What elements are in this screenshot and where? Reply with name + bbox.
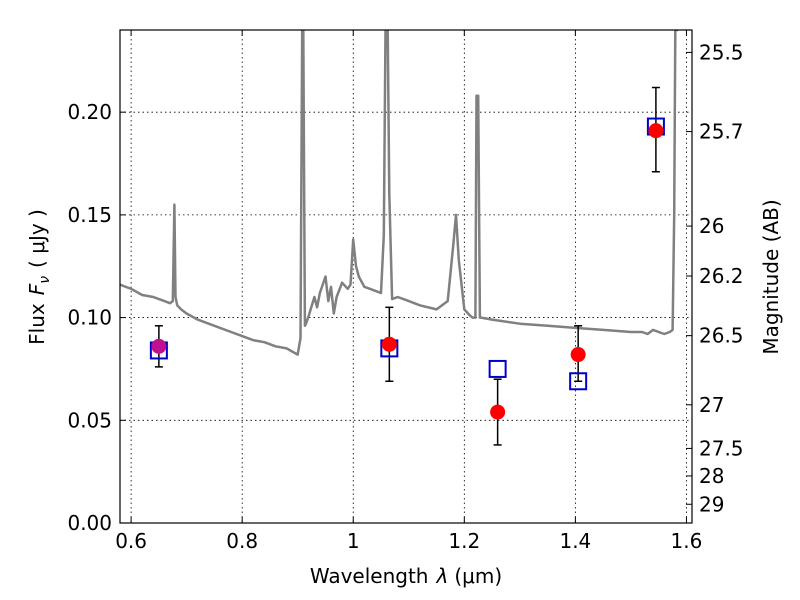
magnitude-tick-label: 25.7: [699, 120, 744, 144]
magnitude-tick-label: 26.2: [699, 264, 744, 288]
observed-points-layer: [151, 123, 664, 420]
observed-point: [570, 347, 586, 363]
y-tick-label: 0.15: [67, 203, 112, 227]
y-tick-label: 0.05: [67, 408, 112, 432]
x-tick-labels: 0.6 0.8 1 1.2 1.4 1.6: [115, 529, 702, 553]
magnitude-tick-label: 27: [699, 393, 724, 417]
observed-point: [648, 123, 664, 139]
model-spectrum-layer: [120, 30, 679, 356]
x-tick-label: 1.4: [559, 529, 591, 553]
y-tick-label: 0.20: [67, 100, 112, 124]
magnitude-tick-label: 26: [699, 214, 724, 238]
observed-point: [151, 338, 167, 354]
x-tick-label: 1: [347, 529, 360, 553]
x-tick-label: 1.2: [448, 529, 480, 553]
y2-axis-label: Magnitude (AB): [759, 199, 783, 354]
magnitude-tick-label: 27.5: [699, 436, 744, 460]
model-spectrum-line: [120, 30, 679, 356]
error-bars-layer: [154, 86, 660, 446]
magnitude-tick-label: 28: [699, 464, 724, 488]
magnitude-tick-labels: 25.5 25.7 26 26.2 26.5 27 27.5 28 29: [699, 40, 744, 516]
x-tick-label: 0.6: [115, 529, 147, 553]
x-axis-label: Wavelength λ (μm): [310, 564, 502, 588]
axis-ticks: [120, 30, 692, 524]
grid-lines: [120, 30, 692, 524]
model-photometry-square: [569, 372, 588, 391]
plot-frame: [119, 29, 693, 524]
magnitude-tick-label: 29: [699, 492, 724, 516]
y-tick-labels: 0.00 0.05 0.10 0.15 0.20: [67, 100, 112, 535]
x-tick-label: 1.6: [671, 529, 703, 553]
y-tick-label: 0.00: [67, 511, 112, 535]
magnitude-tick-label: 25.5: [699, 40, 744, 64]
model-photometry-square: [488, 359, 507, 378]
observed-point: [381, 336, 397, 352]
magnitude-tick-label: 26.5: [699, 324, 744, 348]
y-axis-label: FluxFν( μJy ): [25, 209, 53, 345]
observed-point: [490, 404, 506, 420]
model-photometry-layer: [149, 117, 665, 391]
y-tick-label: 0.10: [67, 306, 112, 330]
x-tick-label: 0.8: [226, 529, 258, 553]
